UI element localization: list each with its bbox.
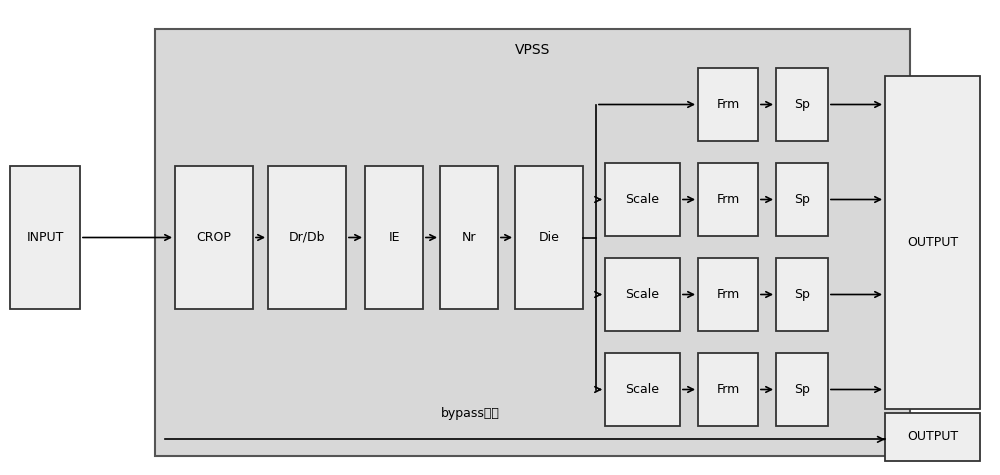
Bar [698,257,758,332]
Text: Scale: Scale [626,288,660,301]
Bar [885,76,980,408]
Bar [268,166,346,309]
Text: Frm: Frm [716,383,740,396]
Bar [698,162,758,237]
Text: bypass通道: bypass通道 [441,408,499,420]
Text: Nr: Nr [462,231,476,244]
Text: IE: IE [388,231,400,244]
Bar [515,166,583,309]
Text: Die: Die [539,231,559,244]
Text: Sp: Sp [794,288,810,301]
Bar [776,352,828,427]
Bar [605,352,680,427]
Text: Frm: Frm [716,288,740,301]
Bar [776,257,828,332]
Text: Scale: Scale [626,383,660,396]
Text: Sp: Sp [794,98,810,111]
Text: Frm: Frm [716,193,740,206]
Bar [365,166,423,309]
Text: OUTPUT: OUTPUT [907,236,958,249]
Bar [605,257,680,332]
Text: Frm: Frm [716,98,740,111]
Bar [175,166,253,309]
Text: Sp: Sp [794,193,810,206]
Bar [698,68,758,142]
Text: CROP: CROP [197,231,231,244]
Bar [885,413,980,461]
Text: Scale: Scale [626,193,660,206]
Bar [776,68,828,142]
Bar [155,28,910,456]
Text: VPSS: VPSS [515,43,550,57]
Text: OUTPUT: OUTPUT [907,430,958,444]
Bar [776,162,828,237]
Text: INPUT: INPUT [26,231,64,244]
Bar [605,162,680,237]
Bar [698,352,758,427]
Text: Dr/Db: Dr/Db [289,231,325,244]
Text: Sp: Sp [794,383,810,396]
Bar [440,166,498,309]
Bar [10,166,80,309]
